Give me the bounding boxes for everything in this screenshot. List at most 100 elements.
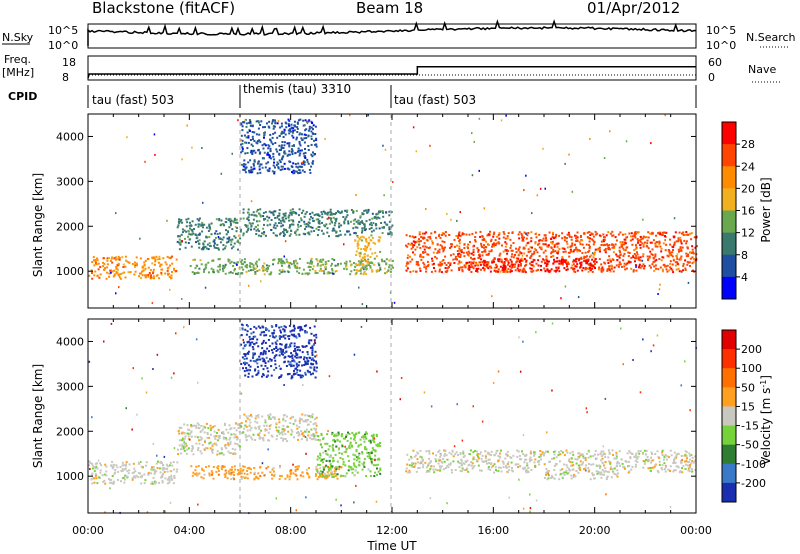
echo-cell [196,271,199,274]
echo-cell [191,474,194,477]
echo-cell [181,445,184,448]
noise-cell [153,133,156,136]
echo-cell [329,218,332,221]
echo-cell [493,231,496,234]
echo-cell [117,262,120,265]
echo-cell [509,238,512,241]
echo-cell [484,249,487,252]
echo-cell [93,477,96,480]
noise-cell [204,286,207,289]
echo-cell [654,242,657,245]
echo-cell [99,266,102,268]
echo-cell [586,260,589,263]
echo-cell [219,241,222,244]
echo-cell [273,161,275,164]
echo-cell [520,257,523,260]
echo-cell [228,226,231,229]
echo-cell [256,362,259,365]
echo-cell [533,461,536,464]
echo-cell [630,232,633,235]
echo-cell [335,235,338,238]
echo-cell [565,469,568,472]
echo-cell [460,463,463,466]
echo-cell [505,453,508,456]
echo-cell [152,270,155,273]
echo-cell [693,258,696,261]
echo-cell [357,219,360,222]
echo-cell [359,272,362,275]
echo-cell [258,139,261,142]
echo-cell [469,241,471,243]
echo-cell [372,464,375,467]
echo-cell [560,450,563,452]
echo-cell [575,265,578,268]
echo-cell [125,259,127,262]
echo-cell [476,453,479,455]
echo-cell [568,234,571,236]
echo-cell [256,208,259,211]
echo-cell [125,461,128,464]
echo-cell [644,236,647,239]
echo-cell [296,353,299,356]
echo-cell [446,464,449,467]
echo-cell [291,145,294,147]
echo-cell [184,445,187,448]
echo-cell [468,261,471,264]
echo-cell [457,234,460,237]
echo-cell [301,351,304,354]
echo-cell [304,212,307,215]
echo-cell [160,263,163,266]
echo-cell [241,469,244,472]
echo-cell [292,169,295,172]
echo-cell [196,265,199,268]
echo-cell [435,460,437,463]
echo-cell [124,467,127,470]
echo-cell [523,236,525,239]
echo-cell [692,251,695,254]
echo-cell [345,434,348,437]
echo-cell [325,212,328,215]
echo-cell [221,223,224,225]
echo-cell [256,338,259,341]
echo-cell [415,263,418,266]
echo-cell [296,131,299,133]
echo-cell [376,463,379,466]
echo-cell [322,210,325,213]
echo-cell [308,168,311,171]
echo-cell [315,431,318,434]
echo-cell [526,242,529,245]
echo-cell [544,243,547,246]
echo-cell [675,255,678,258]
echo-cell [119,466,122,468]
echo-cell [316,478,319,481]
noise-cell [525,232,528,235]
echo-cell [275,350,278,352]
echo-cell [242,341,245,344]
echo-cell [506,235,509,238]
echo-cell [95,465,98,468]
echo-cell [246,429,249,432]
noise-cell [478,169,480,172]
echo-cell [647,259,649,261]
echo-cell [496,265,499,268]
echo-cell [249,429,252,432]
echo-cell [249,471,252,474]
echo-cell [288,226,291,229]
echo-cell [441,245,444,248]
echo-cell [523,258,526,261]
echo-cell [268,167,271,170]
echo-cell [604,262,607,265]
echo-cell [252,150,254,153]
echo-cell [266,219,269,222]
echo-cell [292,223,295,226]
echo-cell [369,266,372,269]
noise-cell [664,239,666,242]
echo-cell [418,240,421,243]
echo-cell [306,358,309,361]
echo-cell [678,270,681,273]
echo-cell [158,258,161,260]
echo-cell [280,122,283,125]
echo-cell [640,238,643,241]
echo-cell [262,353,265,356]
echo-cell [511,249,514,252]
